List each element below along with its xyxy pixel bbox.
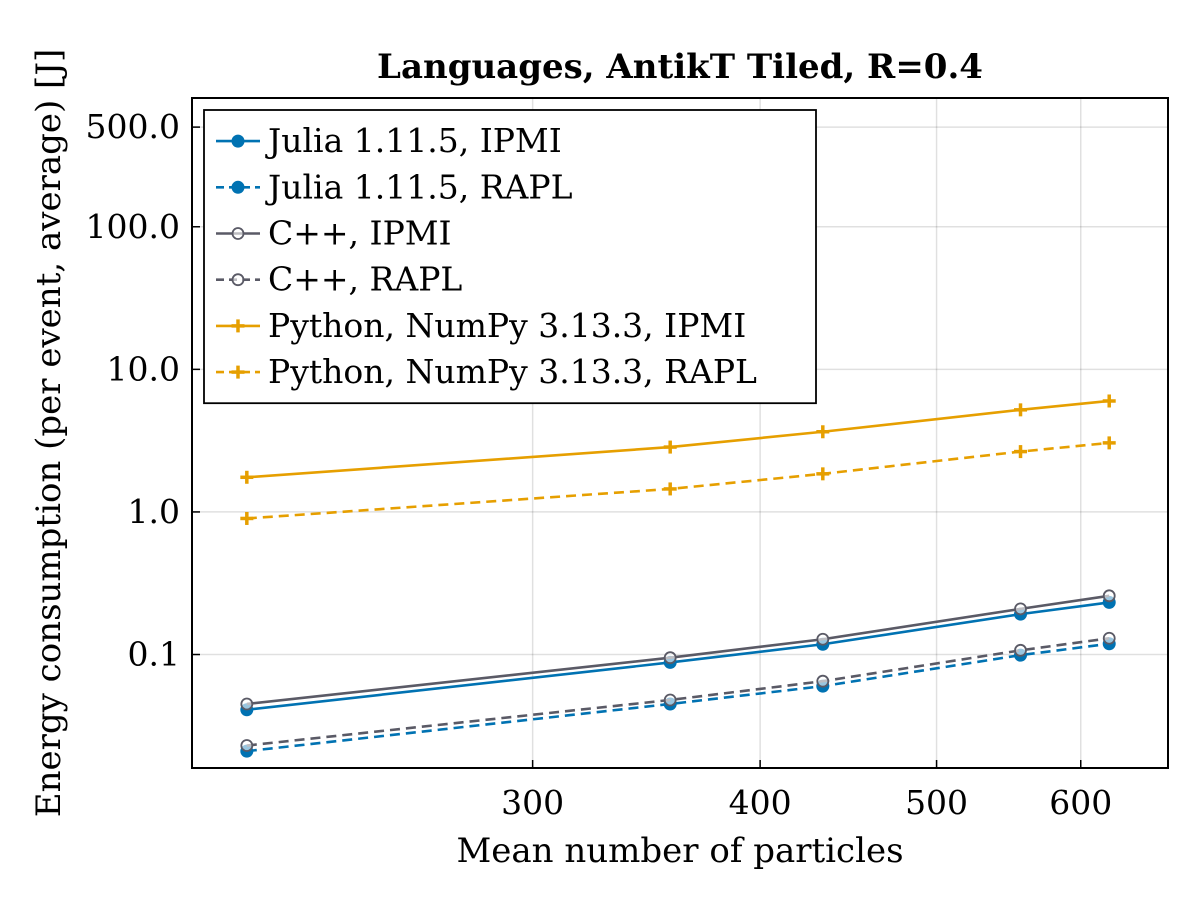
legend-label: Python, NumPy 3.13.3, IPMI [268,306,746,345]
data-point [1102,589,1116,603]
legend-swatch-marker [231,134,245,148]
legend: Julia 1.11.5, IPMI Julia 1.11.5, RAPL C++,… [203,109,817,405]
y-tick-label: 100.0 [86,207,180,246]
ticks: 300 400 500 600 0.1 1.0 10.0 100.0 500.0 [86,107,1113,822]
data-point [816,467,830,481]
legend-item: Python, NumPy 3.13.3, RAPL [216,352,757,391]
y-tick-label: 500.0 [86,107,180,146]
x-tick-label: 400 [729,783,792,822]
legend-item: C++, RAPL [216,260,462,299]
data-point [663,693,677,707]
series-5 [240,394,1116,484]
legend-swatch-marker [231,180,245,194]
legend-item: C++, IPMI [216,214,452,253]
data-point [816,425,830,439]
data-point [1014,643,1027,657]
legend-label: Julia 1.11.5, IPMI [265,121,562,160]
chart-title: Languages, AntikT Tiled, R=0.4 [377,47,983,87]
legend-swatch-marker [231,227,245,240]
x-tick-label: 500 [905,783,968,822]
data-point [240,697,254,711]
legend-swatch-marker [231,273,245,287]
data-point [663,482,677,496]
data-point [1014,445,1028,459]
legend-swatch-marker [231,365,245,379]
plot-frame [191,97,1169,769]
data-point [240,470,254,484]
data-point [240,511,254,525]
x-tick-label: 300 [501,783,564,822]
data-point [1102,394,1116,408]
data-point [816,674,830,688]
data-point [663,440,677,454]
legend-swatch-marker [231,319,245,333]
y-tick-label: 0.1 [128,635,180,674]
y-axis-label: Energy consumption (per event, average) … [29,49,69,817]
series-6 [240,436,1116,525]
data-point [1102,631,1116,645]
legend-item: Julia 1.11.5, RAPL [216,167,573,206]
y-tick-label: 10.0 [107,349,180,388]
data-point [240,739,254,752]
legend-label: C++, IPMI [268,214,452,253]
x-axis-label: Mean number of particles [456,831,903,871]
series-3 [240,589,1116,711]
data-point [1102,436,1116,450]
legend-label: Julia 1.11.5, RAPL [265,167,573,206]
legend-box [203,109,817,405]
x-tick-label: 600 [1049,783,1112,822]
data-point [816,632,830,646]
series-4 [240,631,1116,752]
y-tick-label: 1.0 [128,492,180,531]
data-point [1014,602,1027,616]
legend-item: Julia 1.11.5, IPMI [216,121,562,160]
legend-item: Python, NumPy 3.13.3, IPMI [216,306,746,345]
data-point [1014,403,1028,417]
data-point [663,651,677,665]
legend-label: C++, RAPL [268,260,462,299]
legend-label: Python, NumPy 3.13.3, RAPL [268,352,757,391]
series-layer [240,394,1116,758]
